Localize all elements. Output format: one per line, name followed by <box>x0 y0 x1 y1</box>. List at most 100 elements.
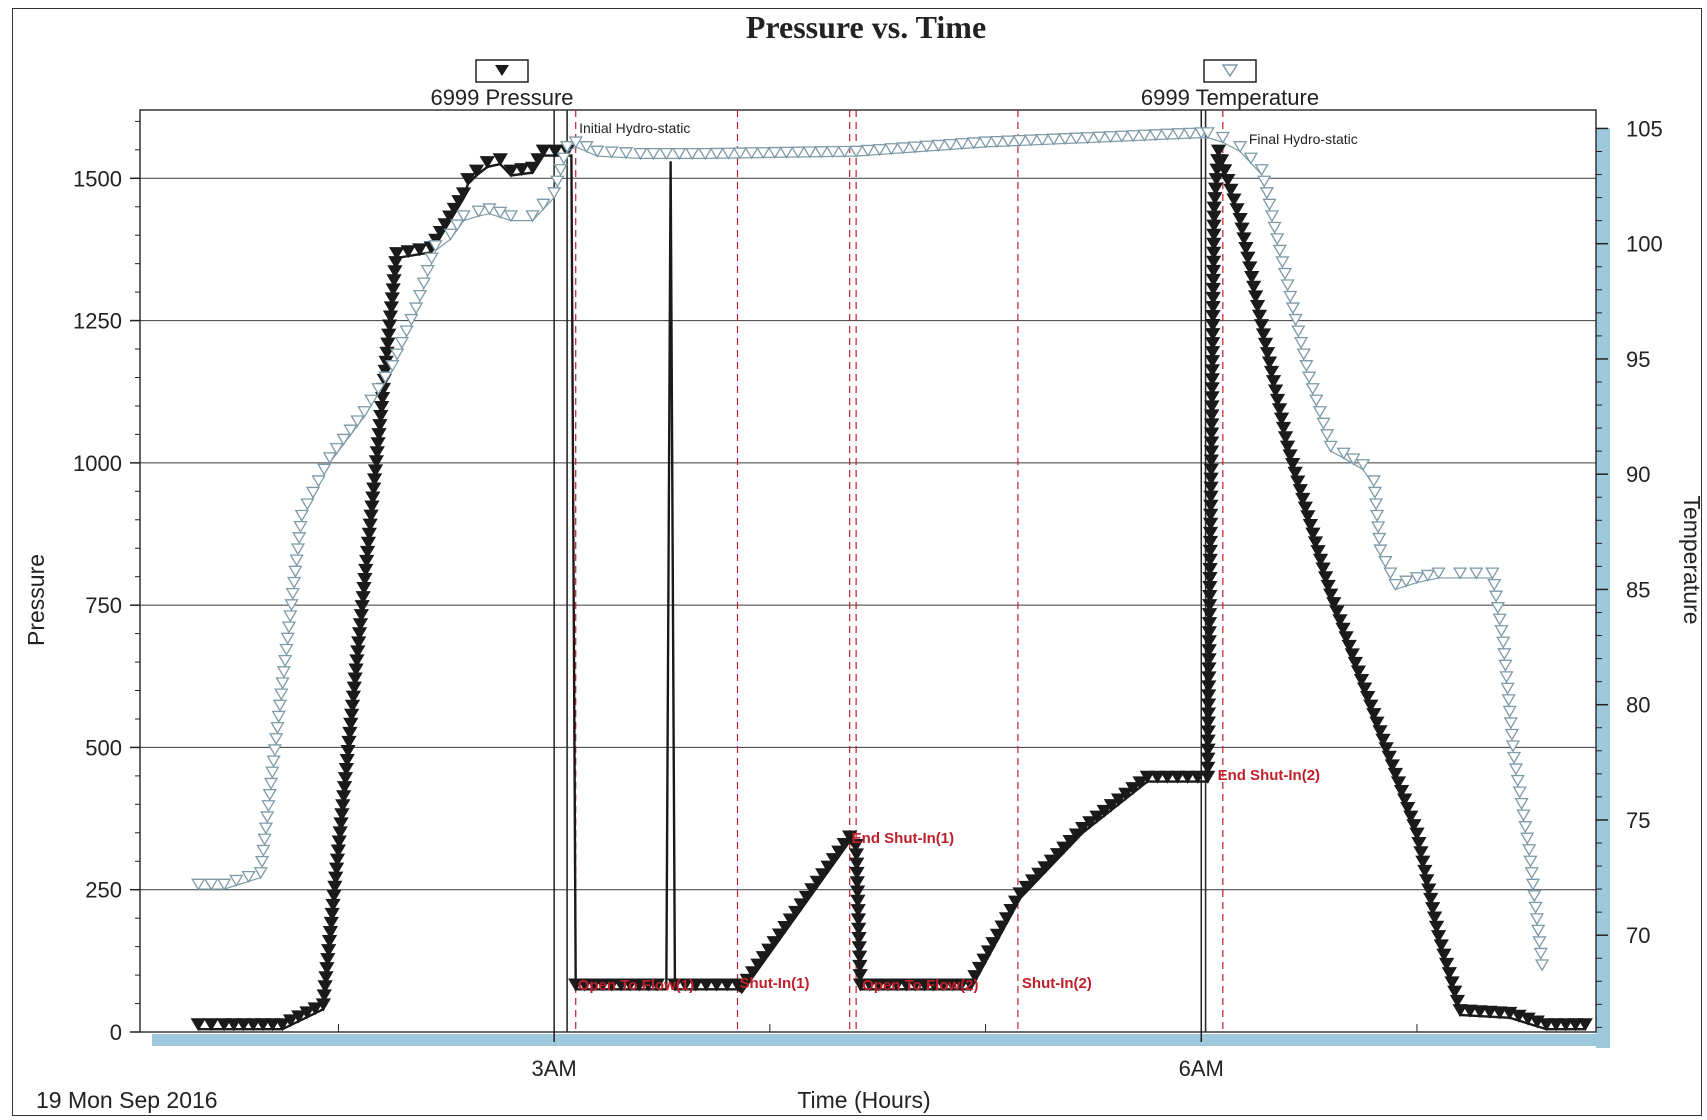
temperature-point <box>293 521 308 534</box>
temperature-point <box>860 144 876 157</box>
temperature-point <box>1316 417 1331 430</box>
temperature-point <box>281 621 297 634</box>
pressure-point <box>604 978 620 992</box>
temperature-point <box>1259 187 1274 200</box>
temperature-point <box>1512 786 1527 799</box>
event-labels: Initial Hydro-static Open To Flow(1) Shut-… <box>578 120 1358 994</box>
pressure-point <box>1430 930 1447 944</box>
temperature-point <box>343 424 358 437</box>
y2-tick-label: 80 <box>1626 693 1650 718</box>
pressure-point <box>1378 742 1394 756</box>
pressure-point <box>1332 614 1348 628</box>
temperature-point <box>1277 267 1293 280</box>
pressure-point <box>1400 802 1416 816</box>
temperature-point <box>385 360 400 373</box>
temperature-point <box>1490 602 1505 615</box>
pressure-point <box>1381 750 1397 764</box>
pressure-point <box>1329 605 1345 619</box>
pressure-point <box>771 928 788 942</box>
pressure-point <box>631 978 647 992</box>
pressure-point <box>479 156 495 170</box>
temperature-point <box>1488 590 1504 603</box>
pressure-point <box>1096 804 1112 818</box>
temperature-point <box>311 475 326 488</box>
pressure-point <box>1353 673 1370 687</box>
pressure-point <box>1242 261 1258 275</box>
pressure-point <box>842 830 858 844</box>
pressure-point <box>1031 867 1047 881</box>
y2-axis-label: Temperature <box>1679 495 1705 624</box>
temperature-point <box>260 811 275 824</box>
pressure-point <box>755 951 772 965</box>
pressure-point <box>1018 880 1034 894</box>
pressure-point <box>1375 733 1391 747</box>
y2-tick-label: 85 <box>1626 577 1650 602</box>
pressure-point <box>460 173 476 187</box>
pressure-point <box>1538 1018 1555 1032</box>
temperature-point <box>1319 429 1335 442</box>
temperature-point <box>336 433 351 446</box>
temperature-point <box>604 146 619 159</box>
pressure-point <box>1409 827 1425 841</box>
pressure-point <box>1419 874 1435 888</box>
pressure-point <box>1261 356 1278 370</box>
pressure-point <box>1132 776 1148 790</box>
pressure-point <box>428 233 444 247</box>
pressure-point <box>744 966 761 980</box>
date-label: 19 Mon Sep 2016 <box>36 1087 218 1113</box>
temperature-point <box>1312 406 1328 419</box>
pressure-point <box>203 1018 219 1032</box>
y2-tick-label: 90 <box>1626 462 1650 487</box>
temperature-point <box>646 147 661 161</box>
pressure-point <box>761 943 777 957</box>
pressure-point <box>274 1018 291 1032</box>
pressure-point <box>1356 682 1373 696</box>
temperature-point <box>300 498 315 511</box>
pressure-point <box>1110 793 1127 807</box>
pressure-point <box>677 978 694 992</box>
temperature-point <box>276 666 291 679</box>
pressure-point <box>709 978 725 992</box>
pressure-point <box>852 969 868 983</box>
temperature-point <box>1368 498 1384 511</box>
temperature-point <box>1293 336 1309 350</box>
pressure-point <box>1421 883 1437 897</box>
temperature-point <box>1200 127 1215 140</box>
y-axis-label: Pressure <box>23 554 49 646</box>
temperature-point <box>216 878 232 891</box>
temperature-point <box>262 788 277 802</box>
temperature-point <box>721 147 736 160</box>
temperature-point <box>1137 129 1152 142</box>
pressure-point <box>971 961 988 975</box>
temperature-point <box>1431 567 1446 580</box>
pressure-point <box>880 978 896 992</box>
pressure-point <box>1548 1018 1564 1032</box>
temperature-point <box>1498 659 1513 672</box>
temperature-point <box>1057 133 1073 146</box>
temperature-point <box>837 145 852 158</box>
pressure-point <box>1234 222 1250 236</box>
temperature-point <box>825 146 841 159</box>
event-label: Open To Flow(2) <box>862 977 978 994</box>
temperature-point <box>1012 134 1027 148</box>
plot-area <box>139 109 1597 1033</box>
pressure-point <box>524 161 541 175</box>
pressure-point <box>1426 911 1443 925</box>
pressure-point <box>820 860 836 874</box>
temperature-point <box>263 777 279 790</box>
pressure-point <box>1372 725 1388 739</box>
pressure-point <box>1273 412 1290 426</box>
pressure-point <box>1344 648 1360 662</box>
x-tick-label: 3AM <box>532 1056 577 1081</box>
pressure-point <box>1413 846 1429 860</box>
pressure-point <box>980 945 997 959</box>
temperature-point <box>241 870 256 884</box>
temperature-point <box>1232 141 1248 154</box>
pressure-point <box>1462 1004 1478 1018</box>
temperature-point <box>258 822 274 835</box>
temperature-point <box>1527 890 1542 903</box>
axis-ticks: 0 250 500 750 1000 1250 1500 70 75 80 85 90 95 100 105… <box>73 116 1663 1081</box>
temperature-point <box>1506 751 1522 764</box>
y-tick-label: 500 <box>85 735 122 760</box>
pressure-point <box>798 890 815 904</box>
